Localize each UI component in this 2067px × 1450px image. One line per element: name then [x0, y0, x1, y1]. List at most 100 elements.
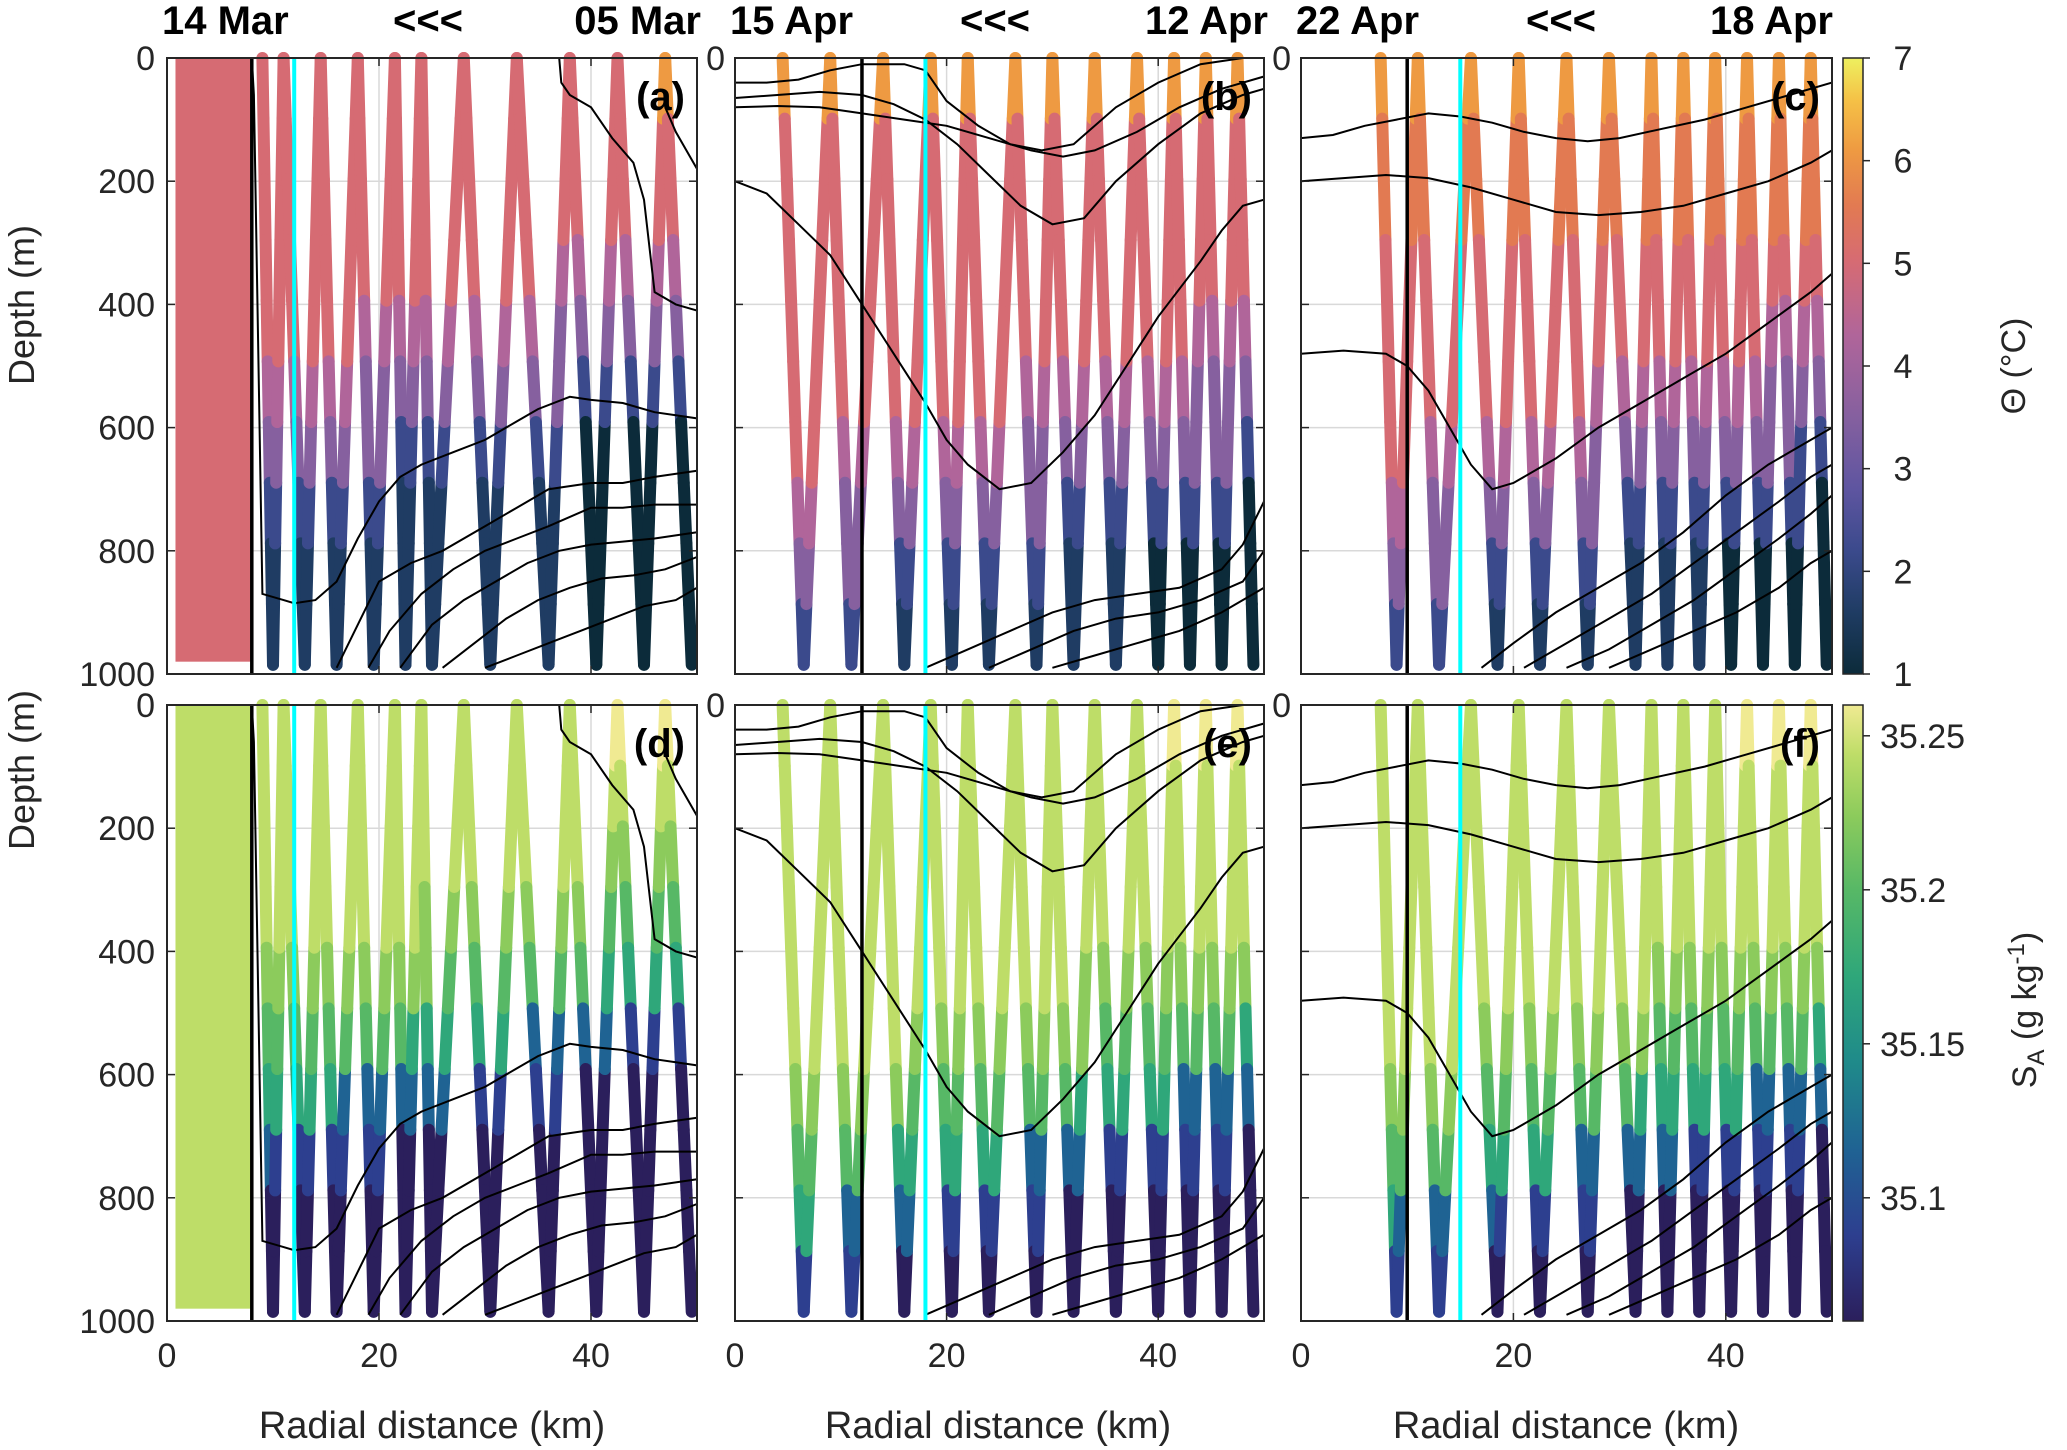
profile-segment — [1717, 1002, 1731, 1076]
profile-segment — [393, 941, 407, 1015]
profile-segment — [465, 881, 481, 954]
profile-segment — [1583, 537, 1598, 611]
profile-segment — [362, 476, 377, 550]
profile-segment — [465, 234, 481, 307]
profile-segment — [1763, 1002, 1777, 1076]
profile-segment — [505, 112, 521, 186]
profile-segment — [885, 941, 900, 1015]
profile-segment — [1022, 416, 1037, 489]
profile-segment — [1704, 820, 1718, 894]
profile-segment — [401, 1184, 415, 1258]
profile-segment — [1666, 1063, 1680, 1136]
profile-segment — [600, 294, 616, 368]
profile-segment — [1774, 112, 1789, 186]
profile-segment — [780, 173, 795, 247]
profile-segment — [367, 1245, 382, 1318]
profile-segment — [1718, 416, 1733, 489]
profile-segment — [803, 476, 818, 550]
profile-segment — [258, 820, 272, 894]
profile-segment — [1403, 881, 1418, 954]
profile-segment — [990, 416, 1006, 489]
profile-segment — [933, 294, 948, 368]
profile-segment — [1650, 234, 1664, 307]
profile-segment — [1201, 759, 1215, 833]
profile-segment — [1382, 355, 1397, 429]
profile-segment — [1699, 1002, 1714, 1076]
profile-segment — [638, 598, 653, 671]
profile-segment — [787, 355, 802, 429]
profile-segment — [1097, 294, 1112, 368]
profile-segment — [985, 1184, 1001, 1258]
profile-segment — [1495, 1123, 1510, 1197]
profile-segment — [380, 234, 395, 307]
profile-segment — [650, 881, 665, 954]
profile-segment — [569, 820, 584, 894]
profile-segment — [1396, 416, 1412, 489]
profile-segment — [1682, 234, 1696, 307]
profile-segment — [672, 1002, 688, 1076]
profile-segment — [484, 1245, 499, 1318]
profile-segment — [594, 476, 609, 550]
profile-segment — [1807, 820, 1822, 894]
profile-segment — [1562, 759, 1577, 833]
profile-segment — [1749, 1002, 1763, 1076]
isopycnal-contour — [1300, 919, 1833, 1138]
profile-segment — [435, 1063, 451, 1136]
profile-segment — [1133, 112, 1148, 186]
profile-segment — [830, 234, 845, 307]
profile-segment — [402, 1123, 417, 1197]
profile-segment — [1747, 941, 1762, 1015]
profile-segment — [952, 355, 966, 429]
profile-segment — [782, 234, 798, 307]
profile-segment — [1145, 476, 1160, 550]
isopycnal-contour — [734, 75, 1265, 158]
profile-segment — [885, 294, 900, 368]
profile-segment — [1187, 1123, 1201, 1197]
panel-label: (f) — [1780, 722, 1820, 766]
profile-segment — [1233, 759, 1247, 833]
profile-segment — [1458, 759, 1474, 833]
profile-segment — [409, 881, 423, 954]
profile-segment — [1602, 699, 1618, 772]
profile-segment — [624, 355, 640, 429]
profile-segment — [839, 1123, 854, 1197]
profile-segment — [354, 820, 369, 894]
profile-segment — [473, 416, 489, 489]
profile-segment — [1188, 1063, 1203, 1136]
salinity-colorbar-tick-label: 35.1 — [1880, 1180, 1946, 1218]
isopycnal-contour — [664, 753, 698, 817]
profile-segment — [1793, 416, 1808, 489]
profile-segment — [1656, 1123, 1671, 1197]
profile-segment — [1403, 234, 1418, 307]
panel-label: (c) — [1771, 75, 1820, 119]
profile-segment — [834, 1002, 849, 1076]
isopycnal-contour — [1300, 81, 1833, 143]
profile-segment — [642, 476, 657, 550]
profile-segment — [1594, 881, 1609, 954]
profile-segment — [1799, 173, 1814, 247]
profile-segment — [380, 881, 395, 954]
profile-segment — [457, 52, 473, 125]
profile-segment — [1381, 294, 1395, 368]
profile-segment — [497, 294, 513, 368]
title-date-right-1: 05 Mar — [574, 0, 701, 43]
profile-segment — [1377, 173, 1392, 247]
profile-segment — [271, 1002, 285, 1076]
profile-segment — [358, 294, 372, 368]
profile-segment — [1796, 941, 1811, 1015]
profile-segment — [259, 881, 273, 954]
profile-segment — [937, 416, 952, 489]
x-axis-label-2: Radial distance (km) — [825, 1405, 1171, 1447]
profile-segment — [1374, 52, 1389, 125]
profile-segment — [988, 476, 1003, 550]
title-date-left-2: 15 Apr — [730, 0, 853, 43]
profile-segment — [432, 476, 448, 550]
profile-segment — [1677, 52, 1691, 125]
profile-segment — [877, 52, 892, 125]
profile-segment — [502, 820, 518, 894]
profile-segment — [388, 699, 402, 772]
profile-segment — [1222, 355, 1236, 429]
profile-segment — [1768, 820, 1782, 894]
profile-segment — [924, 52, 939, 125]
profile-segment — [1204, 881, 1219, 954]
